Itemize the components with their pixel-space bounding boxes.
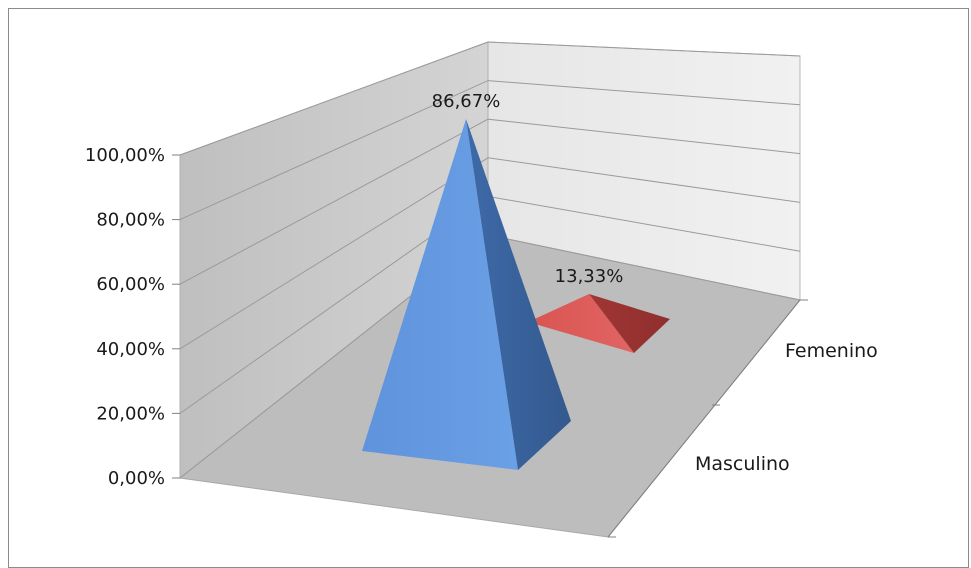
y-tick-label-0: 0,00% [108, 468, 165, 489]
pyramid-masculino-right-face [466, 118, 571, 470]
data-label-masculino: 86,67% [432, 91, 501, 112]
category-label-masculino: Masculino [695, 453, 790, 475]
pyramid-femenino-left-face [528, 294, 634, 353]
gridline-2 [179, 157, 801, 350]
category-axis-line [607, 299, 801, 538]
data-label-femenino: 13,33% [555, 266, 624, 287]
pyramid-femenino-right-face [589, 294, 670, 353]
y-tick-label-2: 40,00% [96, 339, 165, 360]
y-tick-label-5: 100,00% [85, 145, 165, 166]
y-tick-label-1: 20,00% [96, 403, 165, 424]
y-tick-label-3: 60,00% [96, 274, 165, 295]
pyramids [362, 118, 670, 470]
gridline-5 [179, 41, 801, 156]
data-labels: 13,33% 86,67% [432, 91, 624, 287]
y-tick-label-4: 80,00% [96, 210, 165, 231]
category-axis: Masculino Femenino [607, 299, 878, 538]
pyramid-masculino-left-face [362, 118, 518, 470]
y-axis-ticks: 0,00% 20,00% 40,00% 60,00% 80,00% 100,00% [85, 145, 180, 489]
category-label-femenino: Femenino [785, 340, 878, 362]
gridline-3 [179, 118, 801, 285]
gridline-4 [179, 80, 801, 221]
